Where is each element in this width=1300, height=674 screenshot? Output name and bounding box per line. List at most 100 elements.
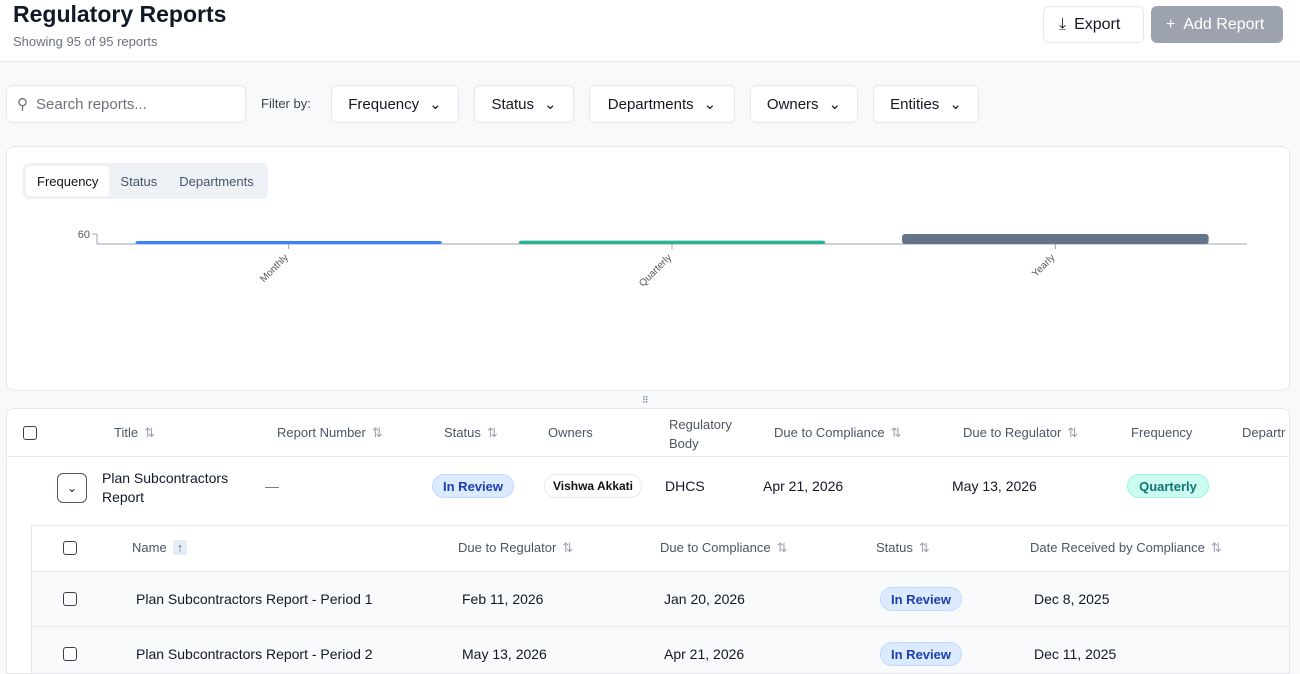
period-row[interactable]: Plan Subcontractors Report - Period 1 Fe…: [32, 571, 1289, 627]
x-tick-label: Quarterly: [637, 252, 674, 289]
col-label: Title: [114, 425, 139, 440]
dropdown-label: Owners: [766, 95, 819, 113]
due-regulator: May 13, 2026: [462, 646, 547, 662]
chevron-down-icon: ⌄: [543, 96, 557, 113]
col-status[interactable]: Status ⇅: [876, 540, 930, 556]
col-name[interactable]: Name ↑: [132, 540, 188, 555]
owner-chip: Vishwa Akkati: [544, 474, 642, 498]
x-tick-label: Yearly: [1030, 252, 1057, 279]
tab-status[interactable]: Status: [120, 173, 158, 189]
page-header: Regulatory Reports Showing 95 of 95 repo…: [0, 0, 1300, 62]
row-checkbox[interactable]: [63, 647, 77, 661]
col-label: Due to Compliance: [774, 425, 885, 440]
dropdown-label: Frequency: [348, 95, 420, 113]
status-dropdown[interactable]: Status ⌄: [474, 85, 574, 123]
chevron-down-icon: ⌄: [703, 96, 717, 113]
col-report-number[interactable]: Report Number ⇅: [277, 425, 383, 441]
add-label: Add Report: [1183, 15, 1265, 33]
select-all-periods-checkbox[interactable]: [63, 541, 77, 555]
col-label: Due to Compliance: [660, 540, 771, 555]
dropdown-label: Status: [491, 95, 534, 113]
departments-dropdown[interactable]: Departments ⌄: [589, 85, 735, 123]
report-number: —: [265, 478, 279, 494]
due-compliance: Apr 21, 2026: [664, 646, 745, 662]
dropdown-label: Entities: [890, 95, 940, 113]
sort-icon: ⇅: [562, 540, 574, 555]
period-name[interactable]: Plan Subcontractors Report - Period 2: [136, 646, 373, 662]
col-departments[interactable]: Departr: [1242, 425, 1286, 440]
export-label: Export: [1074, 15, 1121, 33]
col-due-regulator[interactable]: Due to Regulator ⇅: [458, 540, 573, 556]
dropdown-label: Departments: [607, 95, 694, 113]
report-count: Showing 95 of 95 reports: [13, 34, 158, 49]
col-due-regulator[interactable]: Due to Regulator ⇅: [963, 425, 1078, 441]
date-received: Dec 11, 2025: [1034, 646, 1117, 662]
y-tick-label: 60: [78, 229, 90, 241]
col-frequency[interactable]: Frequency: [1131, 425, 1193, 440]
frequency-chart: 60 Monthly Quarterly Yearly: [78, 229, 1247, 289]
periods-subtable: Name ↑ Due to Regulator ⇅ Due to Complianc…: [31, 525, 1289, 673]
row-checkbox[interactable]: [63, 592, 77, 606]
download-icon: ⤓: [1059, 15, 1067, 33]
col-label: Report Number: [277, 425, 366, 440]
col-due-compliance[interactable]: Due to Compliance ⇅: [660, 540, 787, 556]
col-status[interactable]: Status ⇅: [444, 425, 498, 441]
add-report-button[interactable]: + Add Report: [1151, 6, 1283, 43]
expand-toggle-chevron-icon[interactable]: ⌄: [57, 473, 87, 503]
bar-yearly: [902, 234, 1209, 244]
col-regulatory-body[interactable]: Regulatory Body: [669, 417, 732, 451]
chevron-down-icon: ⌄: [949, 96, 962, 113]
chevron-down-icon: ⌄: [828, 96, 842, 113]
frequency-dropdown[interactable]: Frequency ⌄: [331, 85, 459, 123]
entities-dropdown[interactable]: Entities ⌄: [873, 85, 979, 123]
resize-handle[interactable]: ⠿: [642, 395, 649, 405]
tab-departments[interactable]: Departments: [179, 173, 254, 189]
report-title[interactable]: Plan Subcontractors Report: [102, 470, 229, 505]
col-label: Name: [132, 540, 167, 555]
frequency-badge: Quarterly: [1127, 474, 1209, 498]
sort-icon: ⇅: [371, 425, 383, 440]
sort-icon: ⇅: [918, 540, 930, 555]
owners-dropdown[interactable]: Owners ⌄: [750, 85, 858, 123]
col-date-received[interactable]: Date Received by Compliance ⇅: [1030, 540, 1222, 556]
due-compliance: Jan 20, 2026: [664, 591, 745, 607]
x-tick-label: Monthly: [258, 252, 291, 285]
search-input[interactable]: ⚲ Search reports...: [6, 85, 246, 123]
chevron-down-icon: ⌄: [429, 96, 442, 113]
export-button[interactable]: ⤓ Export: [1043, 6, 1144, 43]
col-label: Due to Regulator: [458, 540, 557, 555]
col-owners[interactable]: Owners: [548, 425, 593, 440]
filter-label: Filter by:: [261, 96, 311, 111]
sort-icon: ⇅: [890, 425, 902, 440]
col-label: Date Received by Compliance: [1030, 540, 1205, 555]
due-regulator: Feb 11, 2026: [462, 591, 544, 607]
due-regulator: May 13, 2026: [952, 478, 1037, 494]
page-title: Regulatory Reports: [13, 1, 227, 27]
bar-monthly: [135, 241, 443, 244]
col-due-compliance[interactable]: Due to Compliance ⇅: [774, 425, 901, 441]
tab-frequency[interactable]: Frequency: [26, 166, 110, 196]
regulatory-body: DHCS: [665, 478, 705, 494]
bar-quarterly: [518, 240, 826, 244]
due-compliance: Apr 21, 2026: [763, 478, 844, 494]
select-all-checkbox[interactable]: [23, 426, 37, 440]
status-badge: In Review: [880, 642, 962, 666]
sort-icon: ⇅: [144, 425, 155, 440]
sort-asc-icon: ↑: [172, 540, 188, 555]
chart-card: Frequency Status Departments 60 Monthly Qu…: [6, 146, 1290, 391]
reports-table: Title ⇅ Report Number ⇅ Status ⇅ Owners Reg…: [6, 408, 1290, 674]
sort-icon: ⇅: [486, 425, 498, 440]
chart-tabs: Frequency Status Departments: [23, 163, 268, 199]
status-badge: In Review: [432, 474, 514, 498]
col-label: Due to Regulator: [963, 425, 1062, 440]
date-received: Dec 8, 2025: [1034, 591, 1110, 607]
col-title[interactable]: Title ⇅: [114, 425, 155, 441]
sort-icon: ⇅: [1067, 425, 1079, 440]
status-badge: In Review: [880, 587, 962, 611]
col-label: Status: [444, 425, 481, 440]
col-label: Status: [876, 540, 913, 555]
search-icon: ⚲: [17, 96, 28, 113]
period-name[interactable]: Plan Subcontractors Report - Period 1: [136, 591, 373, 607]
period-row[interactable]: Plan Subcontractors Report - Period 2 Ma…: [32, 626, 1289, 673]
search-placeholder: Search reports...: [36, 95, 147, 113]
